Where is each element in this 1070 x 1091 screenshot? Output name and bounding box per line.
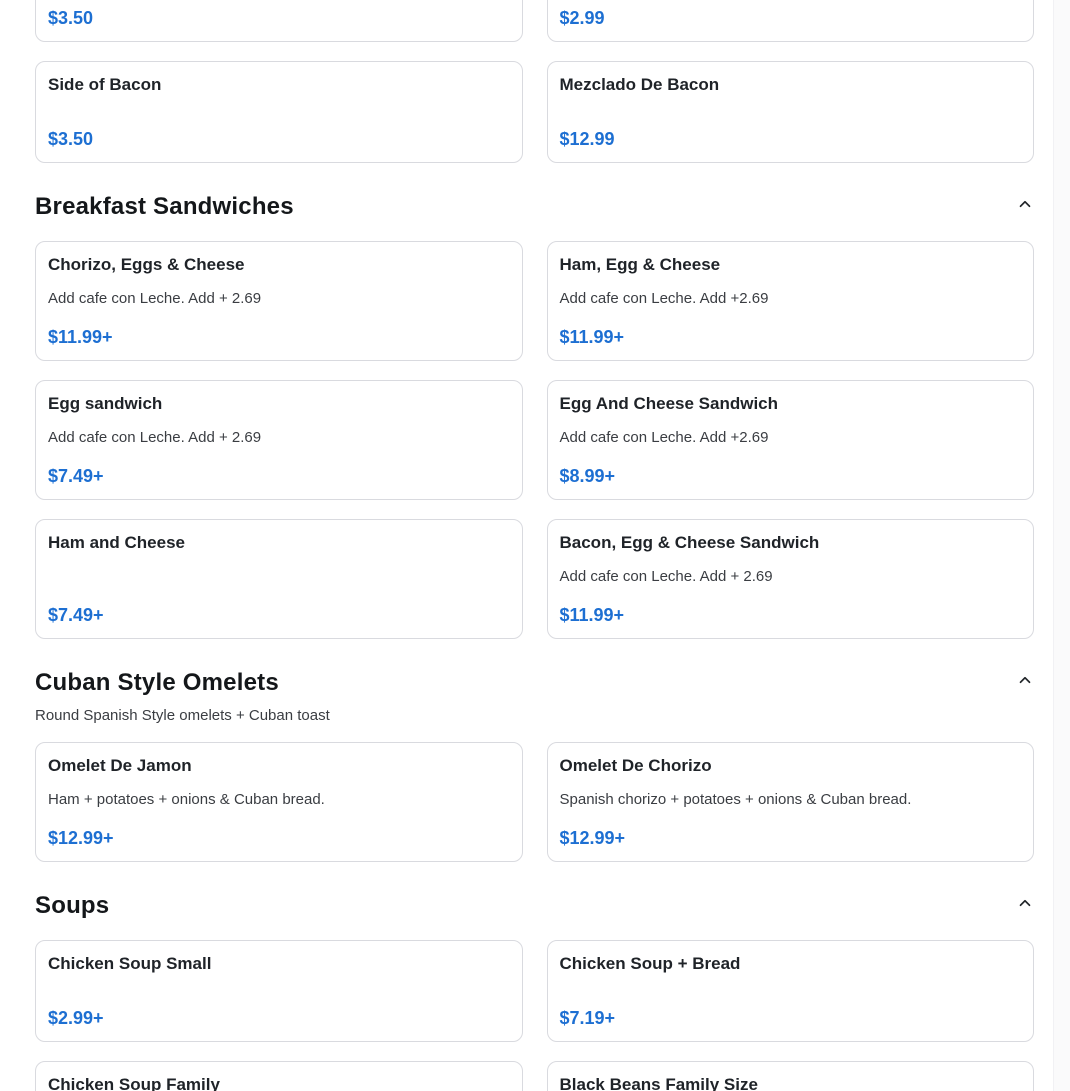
menu-item-price: $7.49+: [48, 605, 104, 625]
menu-item-card[interactable]: Egg And Cheese Sandwich Add cafe con Lec…: [546, 380, 1034, 500]
menu-item-name: Chicken Soup + Bread: [559, 954, 741, 973]
menu-item-name: Chorizo, Eggs & Cheese: [48, 255, 245, 274]
menu-section: Soups Chicken Soup Small $2.99+ Chicken …: [35, 892, 1034, 1091]
menu-item-price: $12.99+: [559, 828, 626, 848]
section-header: Breakfast Sandwiches: [35, 193, 1034, 221]
menu-item-name: Chicken Soup Family: [48, 1075, 220, 1091]
section-title: Soups: [35, 892, 110, 919]
menu-item-name: Bacon, Egg & Cheese Sandwich: [559, 533, 820, 552]
menu-sections: $3.50 $2.99 Side of Bacon $3.50 Mezclado…: [35, 0, 1034, 1091]
menu-item-name: Egg sandwich: [48, 394, 163, 413]
menu-item-card[interactable]: Chicken Soup Small $2.99+: [35, 940, 523, 1042]
menu-item-price: $12.99+: [48, 828, 114, 848]
menu-item-card[interactable]: Omelet De Jamon Ham + potatoes + onions …: [35, 742, 523, 862]
menu-item-price: $11.99+: [559, 327, 625, 347]
menu-item-card[interactable]: Mezclado De Bacon $12.99: [546, 61, 1034, 163]
menu-item-price: $3.50: [48, 8, 94, 28]
menu-section: Cuban Style Omelets Round Spanish Style …: [35, 669, 1034, 862]
section-items-grid: Chicken Soup Small $2.99+ Chicken Soup +…: [35, 940, 1034, 1091]
section-subtitle: Round Spanish Style omelets + Cuban toas…: [35, 707, 330, 724]
chevron-up-icon: [1019, 200, 1031, 208]
menu-item-price: $11.99+: [559, 605, 625, 625]
section-header: Soups: [35, 892, 1034, 920]
menu-section: Breakfast Sandwiches Chorizo, Eggs & Che…: [35, 193, 1034, 639]
menu-item-price: $7.49+: [48, 466, 104, 486]
collapse-section-button[interactable]: [1016, 193, 1034, 213]
menu-item-price: $11.99+: [48, 327, 113, 347]
menu-item-card[interactable]: Omelet De Chorizo Spanish chorizo + pota…: [546, 742, 1034, 862]
menu-item-description: Add cafe con Leche. Add +2.69: [559, 290, 769, 307]
menu-item-name: Chicken Soup Small: [48, 954, 212, 973]
menu-item-description: Add cafe con Leche. Add + 2.69: [48, 429, 262, 446]
menu-item-name: Ham, Egg & Cheese: [559, 255, 721, 274]
scrollbar-track[interactable]: [1053, 0, 1070, 1091]
menu-item-name: Omelet De Chorizo: [559, 756, 712, 775]
menu-item-price: $12.99: [559, 129, 615, 149]
menu-item-card[interactable]: $3.50: [35, 0, 523, 42]
menu-item-card[interactable]: Chicken Soup + Bread $7.19+: [546, 940, 1034, 1042]
section-items-grid: Chorizo, Eggs & Cheese Add cafe con Lech…: [35, 241, 1034, 639]
chevron-up-icon: [1019, 676, 1031, 684]
menu-section: $3.50 $2.99 Side of Bacon $3.50 Mezclado…: [35, 0, 1034, 163]
section-items-grid: $3.50 $2.99 Side of Bacon $3.50 Mezclado…: [35, 0, 1034, 163]
chevron-up-icon: [1019, 899, 1031, 907]
menu-item-name: Omelet De Jamon: [48, 756, 192, 775]
menu-item-description: Add cafe con Leche. Add +2.69: [559, 429, 769, 446]
menu-item-card[interactable]: Egg sandwich Add cafe con Leche. Add + 2…: [35, 380, 523, 500]
menu-item-price: $3.50: [48, 129, 94, 149]
menu-item-description: Spanish chorizo + potatoes + onions & Cu…: [559, 791, 912, 808]
menu-item-description: Add cafe con Leche. Add + 2.69: [48, 290, 262, 307]
menu-item-name: Mezclado De Bacon: [559, 75, 720, 94]
menu-item-description: Add cafe con Leche. Add + 2.69: [559, 568, 773, 585]
menu-item-description: Ham + potatoes + onions & Cuban bread.: [48, 791, 325, 808]
menu-item-price: $7.19+: [559, 1008, 616, 1028]
menu-item-price: $2.99: [559, 8, 605, 28]
menu-item-name: Black Beans Family Size: [559, 1075, 758, 1091]
menu-item-card[interactable]: Ham and Cheese $7.49+: [35, 519, 523, 639]
menu-item-card[interactable]: Black Beans Family Size: [546, 1061, 1034, 1091]
menu-item-card[interactable]: Chicken Soup Family: [35, 1061, 523, 1091]
collapse-section-button[interactable]: [1016, 669, 1034, 689]
menu-item-card[interactable]: Bacon, Egg & Cheese Sandwich Add cafe co…: [546, 519, 1034, 639]
menu-item-price: $2.99+: [48, 1008, 104, 1028]
section-header: Cuban Style Omelets: [35, 669, 1034, 697]
section-items-grid: Omelet De Jamon Ham + potatoes + onions …: [35, 742, 1034, 862]
menu-item-price: $8.99+: [559, 466, 616, 486]
section-title: Cuban Style Omelets: [35, 669, 279, 696]
menu-item-name: Egg And Cheese Sandwich: [559, 394, 779, 413]
menu-item-card[interactable]: $2.99: [546, 0, 1034, 42]
menu-item-name: Side of Bacon: [48, 75, 162, 94]
menu-item-card[interactable]: Side of Bacon $3.50: [35, 61, 523, 163]
menu-item-card[interactable]: Chorizo, Eggs & Cheese Add cafe con Lech…: [35, 241, 523, 361]
menu-item-name: Ham and Cheese: [48, 533, 185, 552]
menu-item-card[interactable]: Ham, Egg & Cheese Add cafe con Leche. Ad…: [546, 241, 1034, 361]
collapse-section-button[interactable]: [1016, 892, 1034, 912]
section-title: Breakfast Sandwiches: [35, 193, 294, 220]
